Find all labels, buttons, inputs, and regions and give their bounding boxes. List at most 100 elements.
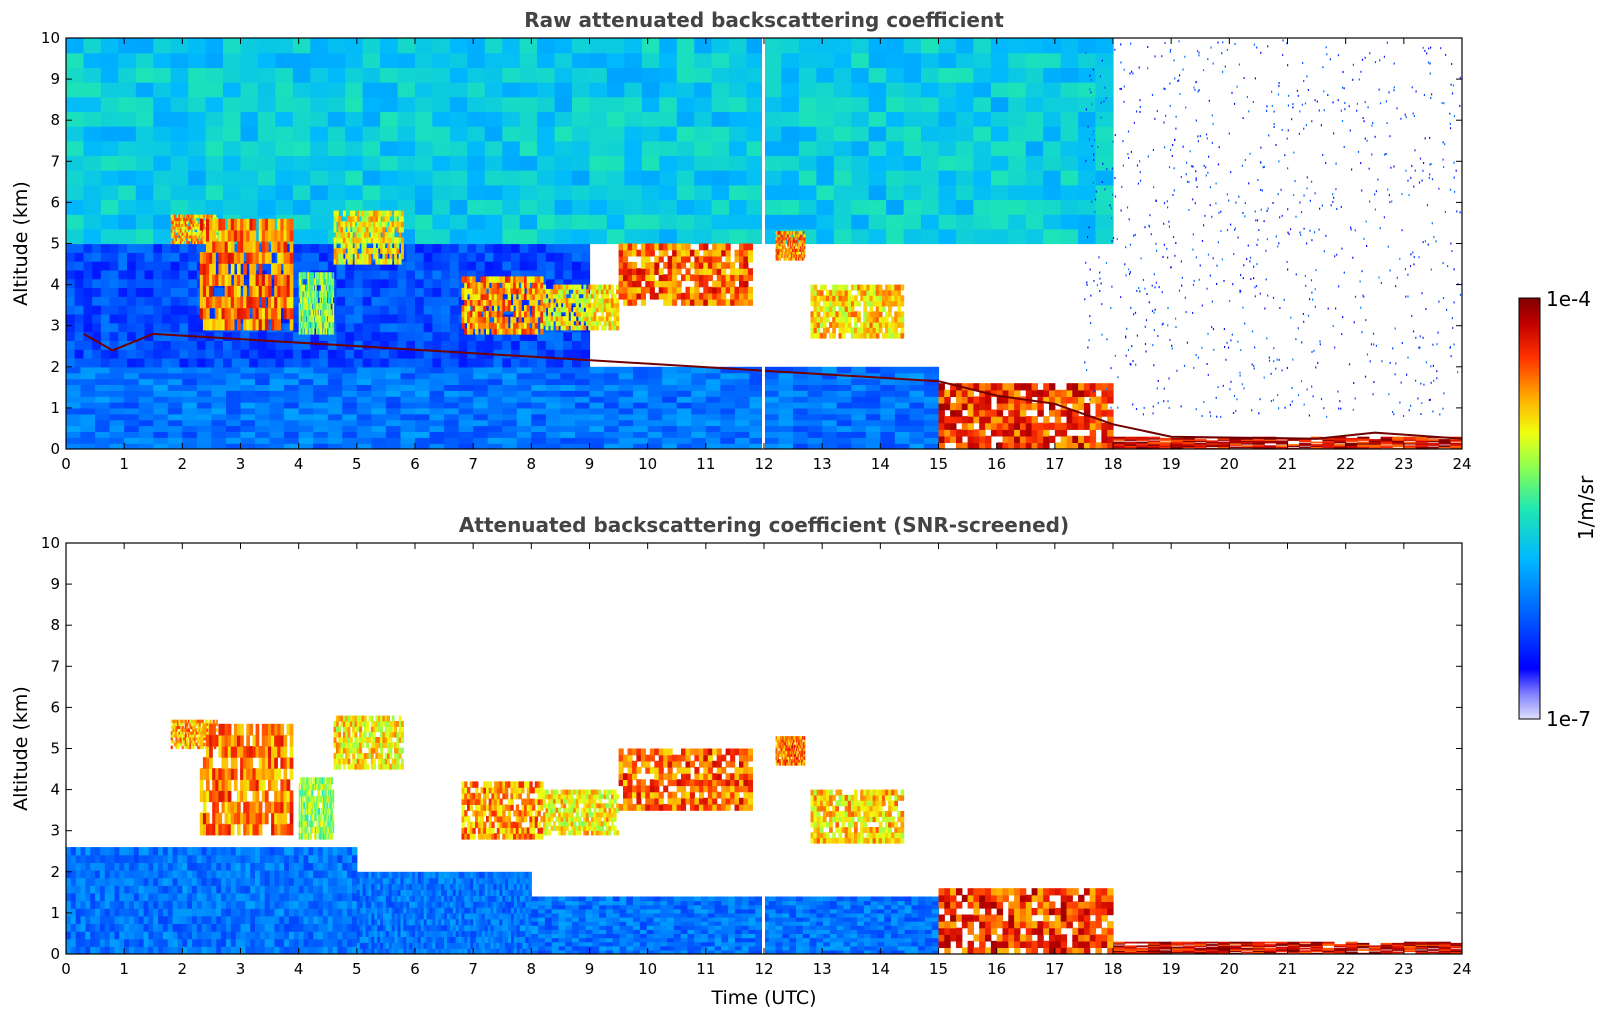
heatmap-cell: [211, 413, 227, 421]
heatmap-cell: [1037, 403, 1044, 411]
heatmap-cell: [777, 231, 780, 235]
heatmap-cell: [100, 155, 119, 171]
heatmap-cell: [432, 52, 451, 68]
heatmap-cell: [822, 327, 827, 334]
heatmap-cell: [886, 140, 905, 157]
heatmap-cell: [801, 254, 804, 258]
heatmap-cell: [832, 306, 836, 312]
heatmap-cell: [654, 280, 660, 288]
heatmap-cell: [167, 378, 183, 385]
heatmap-cell: [833, 199, 852, 215]
heatmap-cell: [973, 140, 992, 157]
heatmap-cell: [1008, 155, 1027, 171]
heatmap-cell: [647, 390, 663, 397]
heatmap-cell: [423, 252, 433, 262]
heatmap-cell: [838, 295, 843, 302]
heatmap-cell: [816, 295, 821, 302]
heatmap-cell: [332, 315, 335, 323]
heatmap-cell: [286, 252, 291, 264]
heatmap-cell: [100, 287, 111, 297]
heatmap-cell: [783, 242, 785, 247]
heatmap-cell: [537, 287, 541, 295]
heatmap-cell: [603, 320, 607, 326]
heatmap-cell: [903, 140, 922, 157]
heatmap-cell: [841, 300, 846, 307]
heatmap-cell: [791, 254, 793, 258]
heatmap-cell: [449, 314, 460, 324]
heatmap-cell: [833, 228, 852, 245]
heatmap-cell: [311, 278, 314, 286]
heatmap-cell: [326, 272, 329, 280]
heatmap-cell: [897, 311, 902, 318]
heatmap-cell: [1083, 435, 1091, 443]
heatmap-cell: [486, 322, 490, 329]
heatmap-cell: [734, 268, 740, 275]
heatmap-cell: [580, 302, 584, 308]
heatmap-cell: [894, 425, 910, 432]
heatmap-cell: [327, 126, 346, 142]
heatmap-cell: [80, 443, 96, 449]
heatmap-cell: [66, 407, 82, 415]
heatmap-cell: [237, 307, 241, 320]
heatmap-cell: [400, 378, 416, 385]
heatmap-cell: [473, 396, 489, 403]
heatmap-cell: [240, 155, 259, 171]
heatmap-cell: [1083, 403, 1091, 411]
heatmap-cell: [734, 384, 750, 391]
heatmap-cell: [707, 274, 713, 282]
heatmap-cell: [909, 384, 925, 391]
heatmap-cell: [1072, 416, 1079, 424]
heatmap-cell: [484, 331, 495, 341]
heatmap-cell: [66, 296, 76, 306]
heatmap-cell: [221, 218, 226, 231]
heatmap-cell: [632, 268, 638, 275]
heatmap-cell: [484, 243, 495, 253]
heatmap-cell: [794, 254, 796, 258]
heatmap-cell: [833, 184, 852, 201]
heatmap-cell: [641, 82, 660, 98]
heatmap-cell: [188, 52, 207, 68]
heatmap-cell: [604, 419, 620, 427]
heatmap-cell: [415, 402, 431, 409]
heatmap-cell: [734, 292, 740, 300]
heatmap-cell: [361, 253, 365, 260]
heatmap-cell: [921, 67, 940, 83]
heatmap-cell: [310, 243, 320, 253]
heatmap-cell: [303, 309, 306, 317]
heatmap-cell: [560, 419, 576, 427]
heatmap-cell: [543, 302, 547, 308]
heatmap-cell: [124, 384, 140, 391]
heatmap-cell: [255, 437, 271, 444]
heatmap-cell: [338, 232, 342, 238]
heatmap-cell: [575, 372, 591, 380]
heatmap-cell: [237, 318, 241, 331]
heatmap-cell: [534, 316, 539, 324]
heatmap-cell: [359, 237, 363, 244]
heatmap-cell: [280, 229, 285, 242]
heatmap-cell: [866, 284, 871, 291]
heatmap-cell: [182, 419, 198, 427]
heatmap-cell: [875, 295, 880, 302]
heatmap-cell: [292, 52, 311, 68]
heatmap-cell: [1043, 52, 1062, 68]
heatmap-cell: [868, 126, 887, 142]
heatmap-cell: [198, 229, 201, 233]
heatmap-cell: [787, 234, 789, 238]
heatmap-cell: [375, 258, 379, 265]
heatmap-cell: [875, 327, 880, 334]
heatmap-cell: [449, 340, 460, 350]
heatmap-cell: [375, 232, 379, 238]
heatmap-cell: [779, 242, 782, 247]
heatmap-cell: [415, 305, 425, 315]
heatmap-cell: [415, 378, 431, 385]
heatmap-cell: [888, 300, 892, 307]
heatmap-cell: [739, 299, 745, 306]
heatmap-cell: [801, 257, 804, 261]
heatmap-cell: [880, 384, 896, 391]
heatmap-cell: [202, 307, 207, 320]
heatmap-cell: [868, 214, 887, 230]
heatmap-cell: [284, 413, 300, 421]
heatmap-cell: [716, 249, 722, 257]
heatmap-cell: [841, 311, 846, 318]
heatmap-cell: [667, 274, 673, 282]
